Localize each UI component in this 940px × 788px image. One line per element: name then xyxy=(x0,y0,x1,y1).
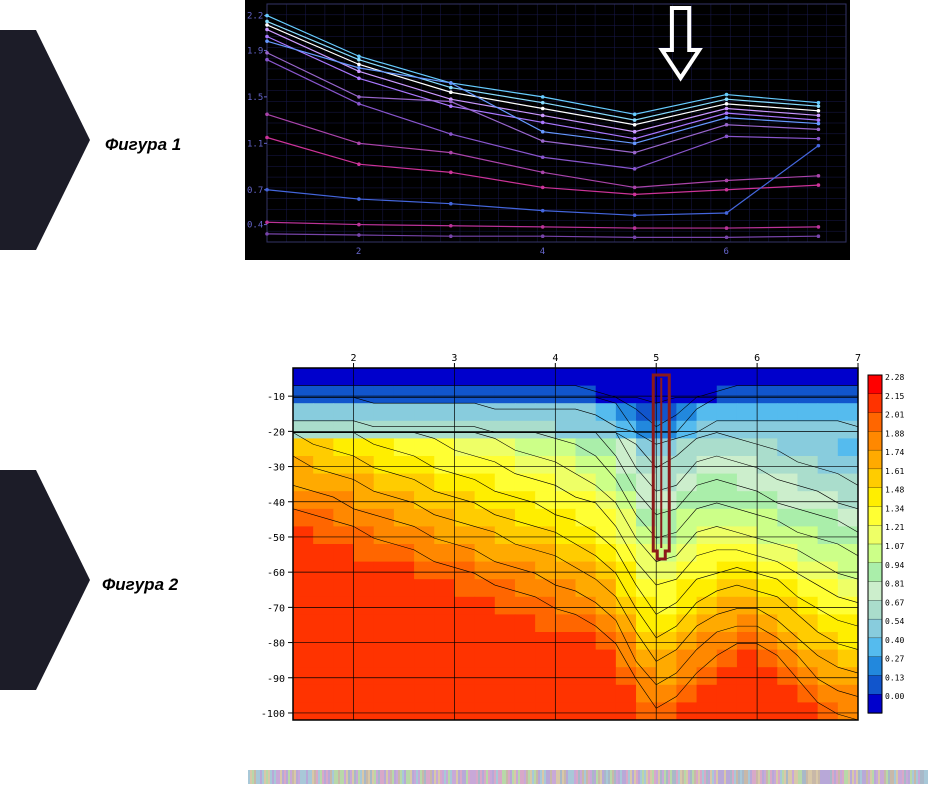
y-tick-label: -10 xyxy=(267,392,285,403)
y-tick-label: -80 xyxy=(267,639,285,650)
figure1-chart: 0.4 0.7 1.1 1.5 1.9 2.2 2 4 6 xyxy=(245,0,850,260)
x-tick-label: 5 xyxy=(653,353,659,364)
colorbar-label: 0.27 xyxy=(885,655,904,664)
colorbar-label: 1.48 xyxy=(885,486,904,495)
hex-shape-2 xyxy=(0,470,90,690)
y-tick-label: -60 xyxy=(267,568,285,579)
colorbar-label: 2.15 xyxy=(885,392,904,401)
y-tick-label: -30 xyxy=(267,463,285,474)
y-tick-label: -90 xyxy=(267,674,285,685)
y-tick-label: 1.1 xyxy=(247,139,263,149)
x-tick-label: 6 xyxy=(754,353,760,364)
colorbar-label: 0.13 xyxy=(885,673,904,682)
x-tick-label: 4 xyxy=(552,353,558,364)
hex-shape-1 xyxy=(0,30,90,250)
colorbar-label: 2.01 xyxy=(885,411,904,420)
figure2-chart: 2 3 4 5 6 7 -10 -20 -30 -40 -50 -60 -70 -80 -90 -100 2.2… xyxy=(248,350,928,730)
figure1-hex xyxy=(0,30,90,250)
y-tick-label: 0.4 xyxy=(247,221,263,231)
colorbar-label: 0.94 xyxy=(885,561,904,570)
x-tick-label: 2 xyxy=(356,247,361,257)
colorbar-label: 1.07 xyxy=(885,542,904,551)
colorbar-label: 0.54 xyxy=(885,617,904,626)
y-tick-label: 2.2 xyxy=(247,12,263,22)
colorbar-label: 1.21 xyxy=(885,523,904,532)
figure2-hex xyxy=(0,470,90,690)
colorbar-label: 0.40 xyxy=(885,636,904,645)
colorbar-label: 1.34 xyxy=(885,504,904,513)
y-tick-label: -40 xyxy=(267,498,285,509)
noise-bar xyxy=(248,770,928,784)
colorbar-label: 2.28 xyxy=(885,373,904,382)
figure2-label: Фигура 2 xyxy=(102,575,178,595)
y-tick-label: 0.7 xyxy=(247,186,263,196)
y-tick-label: -20 xyxy=(267,427,285,438)
colorbar-label: 0.81 xyxy=(885,580,904,589)
colorbar-label: 1.74 xyxy=(885,448,904,457)
y-tick-label: 1.9 xyxy=(247,46,263,56)
contour-chart: 2 3 4 5 6 7 -10 -20 -30 -40 -50 -60 -70 -80 -90 -100 2.2… xyxy=(248,350,928,730)
colorbar-label: 1.88 xyxy=(885,429,904,438)
x-tick-label: 2 xyxy=(351,353,357,364)
x-tick-label: 7 xyxy=(855,353,861,364)
x-tick-label: 6 xyxy=(724,247,729,257)
y-tick-label: -70 xyxy=(267,603,285,614)
figure1-label: Фигура 1 xyxy=(105,135,181,155)
y-tick-label: 1.5 xyxy=(247,93,263,103)
line-chart: 0.4 0.7 1.1 1.5 1.9 2.2 2 4 6 xyxy=(245,0,850,260)
y-tick-label: -50 xyxy=(267,533,285,544)
colorbar-label: 0.00 xyxy=(885,692,904,701)
x-tick-label: 3 xyxy=(451,353,457,364)
colorbar-label: 1.61 xyxy=(885,467,904,476)
colorbar-label: 0.67 xyxy=(885,598,904,607)
x-tick-label: 4 xyxy=(540,247,545,257)
y-tick-label: -100 xyxy=(261,709,285,720)
